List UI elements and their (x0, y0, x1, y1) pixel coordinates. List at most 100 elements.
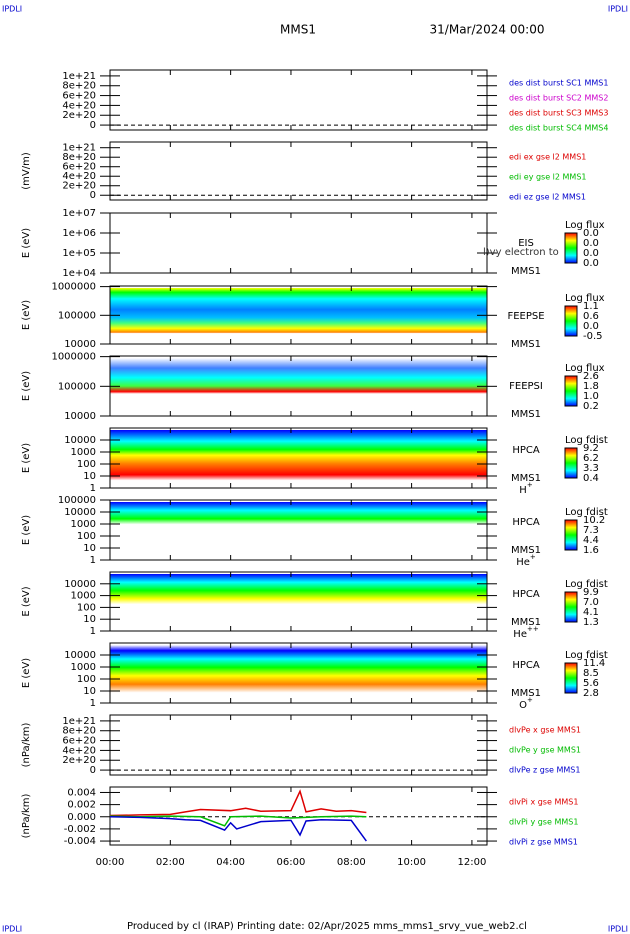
y-tick-label: 10000 (64, 411, 96, 422)
colorbar-title: Log flux (565, 363, 605, 374)
y-axis-label: E (eV) (21, 228, 32, 258)
overlay-text: l)vy electron to (483, 247, 559, 258)
spectrogram (110, 430, 487, 486)
y-tick-label: 1e+21 (62, 143, 96, 154)
y-axis-label: (mV/m) (21, 152, 32, 190)
y-tick-label: 100 (77, 531, 96, 542)
y-axis-label: (nPa/km) (21, 794, 32, 839)
colorbar-label: -0.5 (583, 331, 603, 342)
colorbar-label: 3.3 (583, 463, 599, 474)
y-tick-label: 4e+20 (62, 171, 96, 182)
panel-frame (109, 571, 488, 632)
colorbar-label: 0.0 (583, 321, 599, 332)
y-axis-label: E (eV) (21, 300, 32, 330)
y-tick-label: 1e+21 (62, 71, 96, 82)
y-tick-label: 1e+05 (62, 248, 96, 259)
colorbar-label: 0.4 (583, 473, 599, 484)
y-tick-label: 2e+20 (62, 755, 96, 766)
spectrogram (110, 358, 487, 414)
panel-frame (109, 212, 488, 274)
instrument-label: He+ (516, 553, 536, 568)
panel-frame (109, 714, 488, 776)
legend-entry: des dist burst SC4 MMS4 (509, 124, 608, 133)
y-tick-label: 1e+06 (62, 228, 96, 239)
y-tick-label: 4e+20 (62, 745, 96, 756)
y-tick-label: 100000 (58, 310, 96, 321)
colorbar (564, 447, 578, 479)
spectrogram (110, 574, 487, 629)
colorbar-title: Log fdist (565, 650, 608, 661)
corner-label: IPDLI (608, 5, 628, 14)
y-tick-label: 10000 (64, 579, 96, 590)
colorbar-title: Log fdist (565, 579, 608, 590)
colorbar-label: 10.2 (583, 515, 605, 526)
spectrogram (110, 502, 487, 558)
colorbar-label: 5.6 (583, 678, 599, 689)
legend-entry: edi ex gse l2 MMS1 (509, 153, 586, 162)
date-title: 31/Mar/2024 00:00 (430, 23, 545, 37)
x-tick-label: 00:00 (96, 857, 125, 868)
instrument-label: HPCA (512, 517, 540, 528)
colorbar-label: 7.0 (583, 597, 599, 608)
x-tick-label: 06:00 (277, 857, 306, 868)
x-tick-label: 10:00 (397, 857, 426, 868)
panel-frame (109, 69, 488, 131)
y-tick-label: 2e+20 (62, 181, 96, 192)
y-tick-label: 10000 (64, 339, 96, 350)
colorbar-label: 0.2 (583, 401, 599, 412)
y-tick-label: 100 (77, 674, 96, 685)
colorbar (564, 591, 578, 623)
instrument-label: MMS1 (511, 617, 541, 628)
instrument-label: O+ (519, 696, 533, 711)
y-tick-label: 0.004 (67, 787, 96, 798)
colorbar-label: 1.8 (583, 381, 599, 392)
instrument-label: HPCA (512, 660, 540, 671)
colorbar (564, 375, 578, 407)
colorbar-label: 8.5 (583, 668, 599, 679)
instrument-label: MMS1 (511, 266, 541, 277)
instrument-label: MMS1 (511, 688, 541, 699)
y-axis-label: E (eV) (21, 515, 32, 545)
y-axis-label: E (eV) (21, 586, 32, 616)
y-tick-label: 10 (83, 543, 96, 554)
colorbar-title: Log flux (565, 220, 605, 231)
legend-entry: dlvPe x gse MMS1 (509, 726, 581, 735)
instrument-label: MMS1 (511, 339, 541, 350)
legend-entry: edi ez gse l2 MMS1 (509, 193, 586, 202)
colorbar-label: 2.8 (583, 688, 599, 699)
y-tick-label: 0 (90, 765, 96, 776)
spacecraft-title: MMS1 (280, 23, 316, 37)
y-tick-label: 1e+07 (62, 208, 96, 219)
colorbar (564, 662, 578, 694)
instrument-label: MMS1 (511, 545, 541, 556)
y-tick-label: 1000 (71, 662, 96, 673)
y-tick-label: 4e+20 (62, 100, 96, 111)
legend-entry: dlvPi y gse MMS1 (509, 818, 578, 827)
colorbar-label: 11.4 (583, 658, 605, 669)
colorbar (564, 232, 578, 264)
y-tick-label: 0 (90, 190, 96, 201)
legend-entry: des dist burst SC2 MMS2 (509, 94, 608, 103)
colorbar-label: 9.9 (583, 587, 599, 598)
y-tick-label: 100000 (58, 495, 96, 506)
data-line (109, 815, 367, 827)
instrument-label: He++ (513, 625, 539, 640)
colorbar-label: 0.0 (583, 258, 599, 269)
x-tick-label: 02:00 (156, 857, 185, 868)
data-line (109, 789, 367, 817)
colorbar-label: 1.3 (583, 617, 599, 628)
y-axis-label: E (eV) (21, 443, 32, 473)
panel-frame (109, 427, 488, 489)
legend-entry: des dist burst SC1 MMS1 (509, 79, 608, 88)
data-line (109, 816, 367, 842)
colorbar-label: 1.1 (583, 301, 599, 312)
y-axis-label: E (eV) (21, 371, 32, 401)
y-tick-label: 1e+21 (62, 716, 96, 727)
x-tick-label: 12:00 (458, 857, 487, 868)
y-tick-label: -0.004 (64, 836, 96, 847)
legend-entry: des dist burst SC3 MMS3 (509, 109, 608, 118)
colorbar-label: 7.3 (583, 525, 599, 536)
colorbar-label: 6.2 (583, 453, 599, 464)
y-tick-label: 100 (77, 459, 96, 470)
